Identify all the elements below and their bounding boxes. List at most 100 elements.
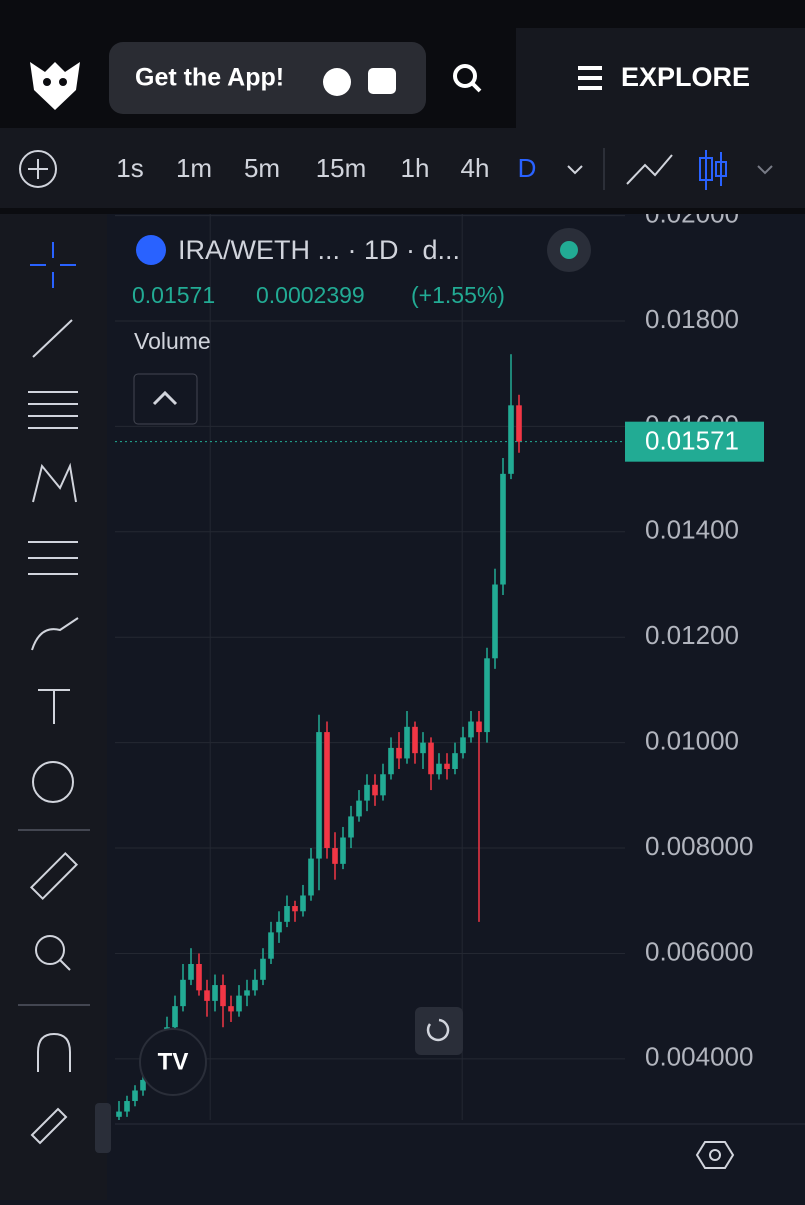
candle-body bbox=[268, 932, 274, 959]
apple-icon bbox=[323, 68, 351, 96]
reset-icon bbox=[426, 1018, 450, 1042]
candle-body bbox=[452, 753, 458, 769]
android-icon bbox=[368, 68, 396, 94]
y-tick-label: 0.01400 bbox=[645, 515, 739, 545]
candle-body bbox=[300, 895, 306, 912]
logo[interactable] bbox=[30, 62, 80, 110]
candle-body bbox=[236, 995, 242, 1012]
volume-label: Volume bbox=[134, 328, 211, 354]
collapse-legend[interactable] bbox=[133, 373, 198, 425]
add-indicator[interactable] bbox=[19, 150, 57, 188]
symbol-icon bbox=[136, 235, 166, 265]
interval-button[interactable]: 5m bbox=[244, 153, 280, 183]
interval-button[interactable]: 1m bbox=[176, 153, 212, 183]
tv-logo[interactable] bbox=[139, 1028, 207, 1096]
settings-icon[interactable] bbox=[695, 1141, 735, 1169]
collapse-handle[interactable] bbox=[95, 1103, 111, 1153]
trendline-tool[interactable] bbox=[32, 319, 73, 358]
candle-body bbox=[220, 985, 226, 1007]
candle-body bbox=[460, 737, 466, 754]
magnet-tool[interactable] bbox=[37, 1032, 71, 1072]
y-tick-label: 0.004000 bbox=[645, 1042, 753, 1072]
candle-body bbox=[412, 726, 418, 754]
candle-body bbox=[356, 800, 362, 817]
candle-body bbox=[292, 906, 298, 912]
candle-body bbox=[252, 979, 258, 991]
candle-style-icon[interactable] bbox=[699, 150, 727, 190]
candle-body bbox=[172, 1006, 178, 1028]
candle-body bbox=[284, 906, 290, 922]
ruler-tool[interactable] bbox=[29, 851, 79, 901]
crosshair-tool[interactable] bbox=[30, 242, 76, 288]
candle-body bbox=[420, 742, 426, 754]
candle-body bbox=[404, 726, 410, 759]
candle-body bbox=[228, 1006, 234, 1012]
legend-change-pct: (+1.55%) bbox=[411, 282, 505, 308]
fib-tool[interactable] bbox=[28, 391, 78, 429]
candle-body bbox=[348, 816, 354, 838]
time-scale bbox=[115, 1124, 805, 1200]
tv-logo-mark: TV bbox=[158, 1048, 189, 1075]
status-dot bbox=[560, 241, 578, 259]
candle-body bbox=[260, 958, 266, 980]
reset-button[interactable] bbox=[415, 1007, 463, 1055]
candle-body bbox=[324, 732, 330, 849]
candle-body bbox=[428, 742, 434, 775]
symbol-title[interactable]: IRA/WETH ... · 1D · d... bbox=[178, 235, 460, 265]
legend-price: 0.01571 bbox=[132, 282, 215, 308]
pattern-tool[interactable] bbox=[32, 462, 77, 503]
style-dropdown[interactable] bbox=[757, 165, 773, 175]
menu-icon[interactable] bbox=[578, 66, 602, 90]
y-tick-label: 0.006000 bbox=[645, 936, 753, 966]
candle-body bbox=[308, 858, 314, 896]
candle-body bbox=[500, 473, 506, 585]
y-tick-label: 0.01000 bbox=[645, 726, 739, 756]
line-style-icon[interactable] bbox=[626, 154, 673, 185]
chart-pane bbox=[115, 214, 805, 1124]
candle-body bbox=[116, 1111, 122, 1117]
candle-body bbox=[364, 784, 370, 801]
y-tick-label: 0.008000 bbox=[645, 831, 753, 861]
divider bbox=[0, 208, 805, 214]
explore-panel bbox=[516, 28, 805, 128]
interval-button[interactable]: D bbox=[518, 153, 537, 183]
explore-label[interactable]: EXPLORE bbox=[621, 62, 750, 92]
search-icon[interactable] bbox=[453, 64, 482, 93]
candle-body bbox=[196, 963, 202, 991]
candle-body bbox=[468, 721, 474, 738]
interval-button[interactable]: 1h bbox=[401, 153, 430, 183]
y-tick-label: 0.01800 bbox=[645, 304, 739, 334]
candle-body bbox=[436, 763, 442, 775]
candle-body bbox=[212, 985, 218, 1001]
zoom-tool[interactable] bbox=[35, 935, 71, 971]
last-price-tag bbox=[625, 421, 764, 462]
candle-body bbox=[372, 784, 378, 796]
candle-body bbox=[388, 747, 394, 775]
y-tick-label: 0.01200 bbox=[645, 620, 739, 650]
candle-body bbox=[124, 1101, 130, 1112]
interval-dropdown[interactable] bbox=[567, 165, 583, 175]
interval-button[interactable]: 1s bbox=[116, 153, 143, 183]
candle-body bbox=[444, 763, 450, 769]
candle-body bbox=[516, 405, 522, 442]
candle-body bbox=[340, 837, 346, 864]
candle-body bbox=[244, 990, 250, 996]
emoji-tool[interactable] bbox=[32, 761, 74, 803]
candle-body bbox=[396, 747, 402, 759]
get-app-button[interactable] bbox=[109, 42, 426, 114]
interval-button[interactable]: 15m bbox=[316, 153, 367, 183]
candle-body bbox=[188, 963, 194, 980]
candle-body bbox=[508, 405, 514, 474]
brush-tool[interactable] bbox=[31, 617, 79, 651]
candle-body bbox=[180, 979, 186, 1007]
lock-draw-tool[interactable] bbox=[30, 1107, 68, 1145]
candle-body bbox=[316, 732, 322, 859]
chevron-up bbox=[152, 390, 178, 406]
text-tool[interactable] bbox=[38, 689, 70, 724]
legend-change: 0.0002399 bbox=[256, 282, 365, 308]
interval-button[interactable]: 4h bbox=[461, 153, 490, 183]
candle-body bbox=[476, 721, 482, 733]
prediction-tool[interactable] bbox=[28, 541, 78, 575]
candle-body bbox=[132, 1090, 138, 1102]
